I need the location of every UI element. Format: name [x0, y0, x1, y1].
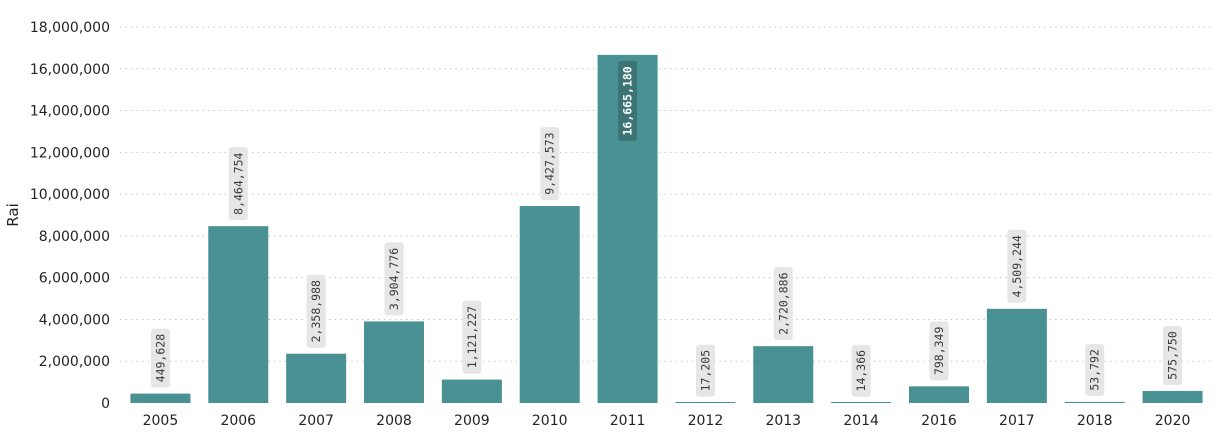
data-label-box [1007, 229, 1027, 303]
data-label: 798,349 [929, 321, 949, 381]
bars [130, 54, 1203, 404]
data-label-box [462, 300, 482, 374]
data-labels: 449,628 8,464,754 2,358,988 3,904,776 1,121,… [150, 60, 1183, 397]
data-label: 8,464,754 [228, 147, 248, 221]
data-label-text: 798,349 [932, 327, 946, 376]
x-tick-label: 2011 [610, 413, 646, 429]
y-tick-label: 6,000,000 [39, 271, 110, 287]
x-tick-label: 2016 [921, 413, 957, 429]
data-label-text: 2,720,886 [776, 272, 790, 334]
bar [986, 308, 1047, 403]
data-label: 3,904,776 [384, 242, 404, 316]
data-label: 4,509,244 [1007, 229, 1027, 303]
data-label-text: 17,205 [698, 350, 712, 392]
x-tick-label: 2017 [999, 413, 1035, 429]
gridlines [120, 26, 1212, 362]
data-label-box [540, 127, 560, 201]
bar [831, 402, 892, 403]
x-tick-label: 2005 [143, 413, 179, 429]
data-label-box [306, 274, 326, 348]
y-tick-label: 10,000,000 [30, 187, 110, 203]
data-label: 1,121,227 [462, 300, 482, 374]
data-label-box [929, 321, 949, 381]
y-tick-label: 4,000,000 [39, 312, 110, 328]
data-label: 16,665,180 [618, 60, 638, 141]
bar [1064, 401, 1125, 403]
data-label-text: 575,750 [1166, 331, 1180, 380]
x-tick-label: 2018 [1077, 413, 1113, 429]
data-label-box [150, 328, 170, 388]
data-label-box [773, 267, 793, 341]
y-tick-label: 2,000,000 [39, 354, 110, 370]
x-tick-label: 2010 [532, 413, 568, 429]
y-tick-label: 12,000,000 [30, 145, 110, 161]
data-label-box [695, 344, 715, 397]
data-label-text: 449,628 [153, 334, 167, 383]
y-tick-label: 14,000,000 [30, 104, 110, 120]
bar [519, 206, 580, 403]
data-label-box [384, 242, 404, 316]
y-axis-label: Rai [4, 203, 22, 226]
x-tick-label: 2006 [220, 413, 256, 429]
data-label-text: 1,121,227 [465, 306, 479, 368]
data-label: 53,792 [1085, 343, 1105, 396]
data-label: 14,366 [851, 344, 871, 397]
data-label-text: 3,904,776 [387, 248, 401, 310]
x-tick-label: 2007 [298, 413, 334, 429]
data-label-text: 16,665,180 [621, 66, 635, 135]
bar [753, 346, 814, 403]
bar [909, 386, 969, 403]
y-axis-ticks: 0 2,000,000 4,000,000 6,000,000 8,000,000 10,… [30, 20, 110, 412]
data-label: 17,205 [695, 344, 715, 397]
bar [675, 402, 736, 403]
data-label-box [228, 147, 248, 221]
data-label-box [851, 344, 871, 397]
data-label-text: 8,464,754 [231, 152, 245, 214]
data-label-text: 53,792 [1088, 349, 1102, 391]
data-label-box [1163, 325, 1183, 385]
y-tick-label: 18,000,000 [30, 20, 110, 36]
x-tick-label: 2008 [376, 413, 412, 429]
data-label: 2,720,886 [773, 267, 793, 341]
x-tick-label: 2012 [688, 413, 724, 429]
y-tick-label: 16,000,000 [30, 62, 110, 78]
data-label-text: 4,509,244 [1010, 235, 1024, 297]
data-label-text: 14,366 [854, 350, 868, 392]
bar [130, 393, 191, 403]
x-tick-label: 2020 [1155, 413, 1191, 429]
y-tick-label: 0 [101, 396, 110, 412]
data-label: 9,427,573 [540, 127, 560, 201]
data-label: 449,628 [150, 328, 170, 388]
bar [441, 379, 502, 403]
bar [1142, 390, 1203, 403]
bar [208, 226, 269, 403]
data-label-text: 9,427,573 [543, 132, 557, 194]
data-label-box [618, 60, 638, 141]
x-tick-label: 2009 [454, 413, 490, 429]
data-label: 2,358,988 [306, 274, 326, 348]
data-label-box [1085, 343, 1105, 396]
x-axis-ticks: 2005 2006 2007 2008 2009 2010 2011 2012 2013 2014… [143, 413, 1191, 429]
x-tick-label: 2014 [843, 413, 879, 429]
data-label: 575,750 [1163, 325, 1183, 385]
y-tick-label: 8,000,000 [39, 229, 110, 245]
bar [364, 321, 424, 403]
bar [286, 353, 347, 403]
data-label-text: 2,358,988 [309, 280, 323, 342]
x-tick-label: 2013 [765, 413, 801, 429]
